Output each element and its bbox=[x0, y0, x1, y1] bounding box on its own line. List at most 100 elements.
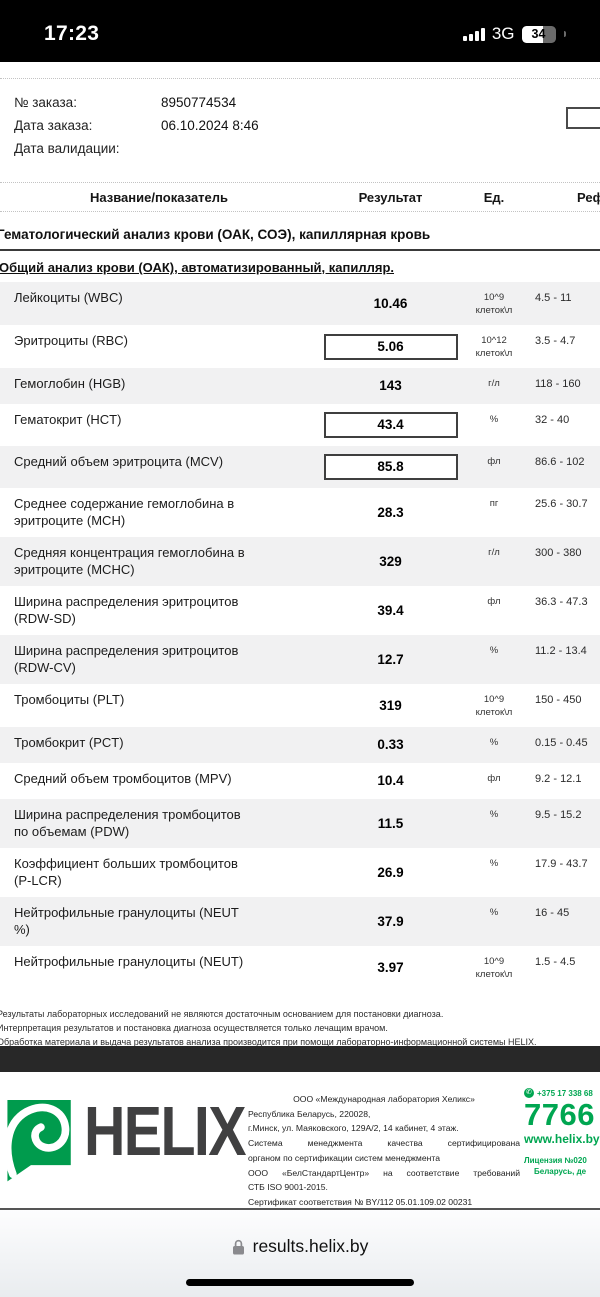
order-date-value: 06.10.2024 8:46 bbox=[161, 118, 259, 133]
order-date-label: Дата заказа: bbox=[14, 118, 93, 133]
result-value: 5.06 bbox=[323, 333, 458, 360]
reference-range: 17.9 - 43.7 bbox=[535, 858, 588, 870]
phone-icon: ✆ bbox=[524, 1088, 534, 1098]
result-value: 28.3 bbox=[377, 504, 404, 520]
result-value: 319 bbox=[379, 697, 402, 713]
reference-range: 300 - 380 bbox=[535, 547, 582, 559]
order-number-label: № заказа: bbox=[14, 95, 77, 110]
clipped-text-fragment: 2 года 3 месяцев bbox=[240, 62, 349, 67]
browser-bottom-bar: results.helix.by bbox=[0, 1210, 600, 1297]
table-row: Эритроциты (RBC) 5.06 10^12 клеток\л 3.5 … bbox=[0, 325, 600, 368]
unit-value: 10^12 клеток\л bbox=[475, 335, 513, 359]
order-info: № заказа: 8950774534 Дата заказа: 06.10.… bbox=[0, 91, 600, 160]
table-row: Коэффициент больших тромбоцитов (P-LCR) … bbox=[0, 848, 600, 897]
unit-value: % bbox=[489, 858, 499, 869]
reference-range: 1.5 - 4.5 bbox=[535, 956, 576, 968]
parameter-name: Ширина распределения эритроцитов (RDW-CV… bbox=[14, 643, 239, 675]
network-type-label: 3G bbox=[491, 24, 515, 43]
parameter-name: Ширина распределения тромбоцитов по объе… bbox=[14, 807, 241, 839]
table-row: Гематокрит (HCT) 43.4 % 32 - 40 bbox=[0, 404, 600, 446]
unit-value: % bbox=[489, 645, 499, 656]
unit-value: % bbox=[489, 907, 499, 918]
result-value: 12.7 bbox=[377, 651, 404, 667]
page-edge-line bbox=[0, 1208, 600, 1210]
page-separator-band bbox=[0, 1046, 600, 1072]
result-value: 3.97 bbox=[377, 959, 404, 975]
disclaimer-line: Интерпретация результатов и постановка д… bbox=[0, 1023, 388, 1033]
license-line: Беларусь, де bbox=[534, 1166, 587, 1176]
company-info-line: органом по сертификации систем менеджмен… bbox=[248, 1152, 440, 1163]
unit-value: % bbox=[489, 414, 499, 425]
unit-value: 10^9 клеток\л bbox=[475, 956, 513, 980]
helix-spiral-logo-icon bbox=[3, 1100, 71, 1182]
results-table-body: Лейкоциты (WBC) 10.46 10^9 клеток\л 4.5 -… bbox=[0, 282, 600, 989]
column-header-result: Результат bbox=[358, 189, 423, 205]
unit-value: г/л bbox=[488, 378, 500, 389]
table-row: Нейтрофильные гранулоциты (NEUT) 3.97 10… bbox=[0, 946, 600, 989]
lock-icon bbox=[232, 1239, 244, 1254]
short-phone-number: 7766 bbox=[524, 1097, 595, 1132]
reference-range: 32 - 40 bbox=[535, 414, 570, 426]
company-info-line: СТБ ISO 9001-2015. bbox=[248, 1182, 328, 1193]
result-value: 26.9 bbox=[377, 864, 404, 880]
clipped-text-fragment: Мужской bbox=[10, 62, 67, 67]
parameter-name: Тромбокрит (PCT) bbox=[14, 735, 124, 750]
brand-wordmark: HELIX bbox=[84, 1092, 246, 1170]
table-row: Среднее содержание гемоглобина в эритроц… bbox=[0, 488, 600, 537]
phone-row: ✆ +375 17 338 68 bbox=[524, 1088, 600, 1098]
order-number-value: 8950774534 bbox=[161, 95, 237, 110]
result-value: 143 bbox=[379, 378, 402, 393]
unit-value: г/л bbox=[488, 547, 500, 558]
company-info-line: г.Минск, ул. Маяковского, 129А/2, 14 каб… bbox=[248, 1123, 459, 1134]
parameter-name: Средний объем эритроцита (MCV) bbox=[14, 454, 224, 469]
unit-value: фл bbox=[487, 596, 501, 607]
parameter-name: Нейтрофильные гранулоциты (NEUT %) bbox=[14, 905, 239, 937]
clipped-text-fragment: 10.07.2022 bbox=[120, 62, 185, 67]
result-value: 39.4 bbox=[377, 602, 404, 618]
unit-value: % bbox=[489, 737, 499, 748]
table-row: Лейкоциты (WBC) 10.46 10^9 клеток\л 4.5 -… bbox=[0, 282, 600, 325]
reference-range: 3.5 - 4.7 bbox=[535, 335, 576, 347]
reference-range: 36.3 - 47.3 bbox=[535, 596, 588, 608]
company-info-line: ООО «Международная лаборатория Хеликс» bbox=[293, 1094, 475, 1104]
table-row: Тромбокрит (PCT) 0.33 % 0.15 - 0.45 bbox=[0, 727, 600, 763]
disclaimer-line: Обработка материала и выдача результатов… bbox=[0, 1037, 537, 1046]
disclaimer-line: Результаты лабораторных исследований не … bbox=[0, 1009, 444, 1019]
reference-range: 16 - 45 bbox=[535, 907, 570, 919]
company-info-line: Республика Беларусь, 220028, bbox=[248, 1108, 371, 1119]
status-bar-right: 3G 34 bbox=[462, 24, 566, 44]
parameter-name: Гематокрит (HCT) bbox=[14, 412, 122, 427]
home-indicator[interactable] bbox=[186, 1279, 414, 1286]
phone-number: +375 17 338 68 bbox=[537, 1088, 593, 1098]
parameter-name: Эритроциты (RBC) bbox=[14, 333, 128, 348]
parameter-name: Коэффициент больших тромбоцитов (P-LCR) bbox=[14, 856, 238, 888]
table-row: Средний объем эритроцита (MCV) 85.8 фл 8… bbox=[0, 446, 600, 488]
table-row: Средний объем тромбоцитов (MPV) 10.4 фл … bbox=[0, 763, 600, 799]
reference-range: 11.2 - 13.4 bbox=[535, 645, 587, 657]
lab-report-page: Мужской 10.07.2022 2 года 3 месяцев № за… bbox=[0, 62, 600, 1046]
parameter-name: Среднее содержание гемоглобина в эритроц… bbox=[14, 496, 235, 528]
clipped-barcode-box bbox=[566, 107, 600, 129]
website-url: www.helix.by bbox=[524, 1132, 600, 1146]
result-value: 10.46 bbox=[373, 295, 408, 311]
validation-date-label: Дата валидации: bbox=[14, 141, 120, 156]
unit-value: % bbox=[489, 809, 499, 820]
parameter-name: Гемоглобин (HGB) bbox=[14, 376, 126, 391]
contact-block: ✆ +375 17 338 68 7766 www.helix.by Лицен… bbox=[524, 1088, 600, 1177]
parameter-name: Средняя концентрация гемоглобина в эритр… bbox=[14, 545, 245, 577]
status-bar: 17:23 3G 34 bbox=[0, 0, 600, 62]
license-info: Лицензия №020 Беларусь, де bbox=[524, 1156, 600, 1177]
clipped-patient-row: Мужской 10.07.2022 2 года 3 месяцев bbox=[0, 62, 600, 78]
address-bar[interactable]: results.helix.by bbox=[0, 1210, 600, 1257]
license-line: Лицензия №020 bbox=[524, 1156, 587, 1165]
table-row: Ширина распределения эритроцитов (RDW-SD… bbox=[0, 586, 600, 635]
section-title: Гематологический анализ крови (ОАК, СОЭ)… bbox=[0, 227, 600, 251]
reference-range: 9.5 - 15.2 bbox=[535, 809, 582, 821]
reference-range: 150 - 450 bbox=[535, 694, 582, 706]
parameter-name: Тромбоциты (PLT) bbox=[14, 692, 125, 707]
company-info-line: Система менеджмента качества сертифициро… bbox=[248, 1138, 520, 1149]
table-row: Ширина распределения эритроцитов (RDW-CV… bbox=[0, 635, 600, 684]
unit-value: 10^9 клеток\л bbox=[475, 292, 513, 316]
reference-range: 0.15 - 0.45 bbox=[535, 737, 588, 749]
